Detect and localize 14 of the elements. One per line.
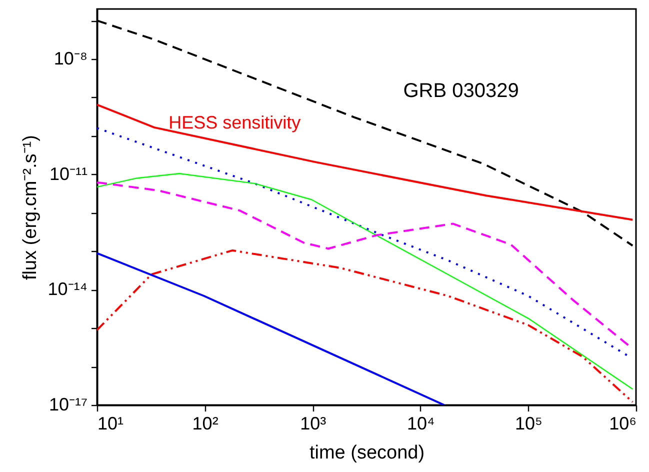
y-axis-title: flux (erg.cm⁻².s⁻¹) bbox=[20, 135, 41, 280]
y-tick-label: 10⁻¹⁷ bbox=[48, 394, 88, 414]
y-tick-label: 10⁻¹⁴ bbox=[48, 279, 88, 300]
series-label: HESS sensitivity bbox=[168, 112, 301, 133]
y-tick-label: 10⁻¹¹ bbox=[49, 164, 88, 184]
y-tick-label: 10⁻⁸ bbox=[54, 48, 88, 69]
x-tick-label: 10³ bbox=[300, 414, 326, 434]
x-axis-title: time (second) bbox=[309, 442, 425, 464]
annotation: GRB 030329 bbox=[403, 80, 519, 102]
x-tick-label: 10² bbox=[192, 414, 218, 434]
x-tick-label: 10⁵ bbox=[514, 414, 542, 434]
x-tick-label: 10⁶ bbox=[609, 414, 636, 434]
x-tick-label: 10⁴ bbox=[407, 414, 435, 434]
x-tick-label: 10¹ bbox=[98, 414, 124, 434]
